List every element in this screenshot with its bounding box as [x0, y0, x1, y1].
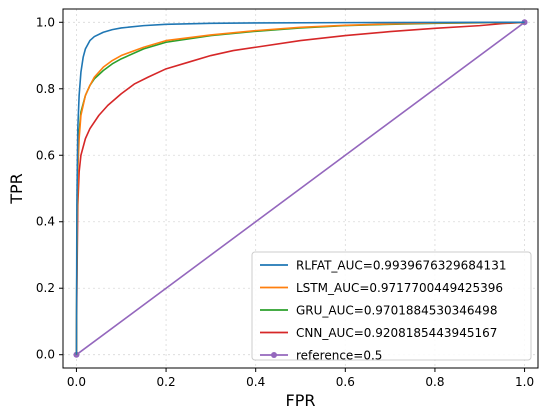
y-tick-label: 0.4: [36, 215, 55, 229]
series-line-4: [75, 21, 526, 356]
y-tick-label: 1.0: [36, 15, 55, 29]
series-layer: [73, 19, 528, 358]
y-tick-label: 0.2: [36, 281, 55, 295]
legend-label: LSTM_AUC=0.9717700449425396: [296, 281, 503, 295]
legend-label: GRU_AUC=0.9701884530346498: [296, 304, 497, 318]
legend-label: reference=0.5: [296, 349, 382, 363]
x-axis-title: FPR: [286, 391, 316, 410]
x-tick-label: 0.6: [336, 375, 355, 389]
x-tick-label: 0.0: [67, 375, 86, 389]
x-axis-ticks: 0.0 0.2 0.4 0.6 0.8 1.0: [67, 368, 534, 389]
y-axis-title: TPR: [7, 173, 26, 205]
x-tick-label: 0.2: [157, 375, 176, 389]
y-tick-label: 0.0: [36, 348, 55, 362]
series-line-0: [75, 21, 525, 355]
legend-box: [251, 251, 532, 361]
legend-label: CNN_AUC=0.9208185443945167: [296, 326, 497, 340]
x-tick-label: 0.8: [425, 375, 444, 389]
legend-label: RLFAT_AUC=0.9939676329684131: [296, 259, 506, 273]
x-tick-label: 1.0: [515, 375, 534, 389]
legend: RLFAT_AUC=0.9939676329684131 LSTM_AUC=0.9…: [251, 251, 532, 363]
series-point: [73, 351, 80, 358]
y-tick-label: 0.8: [36, 82, 55, 96]
y-axis-ticks: 0.0 0.2 0.4 0.6 0.8 1.0: [36, 15, 63, 362]
series-line-1: [75, 21, 525, 355]
series-line-3: [75, 21, 525, 355]
y-tick-label: 0.6: [36, 148, 55, 162]
legend-marker: [271, 352, 277, 358]
plot-frame: [62, 8, 539, 369]
x-tick-label: 0.4: [246, 375, 265, 389]
